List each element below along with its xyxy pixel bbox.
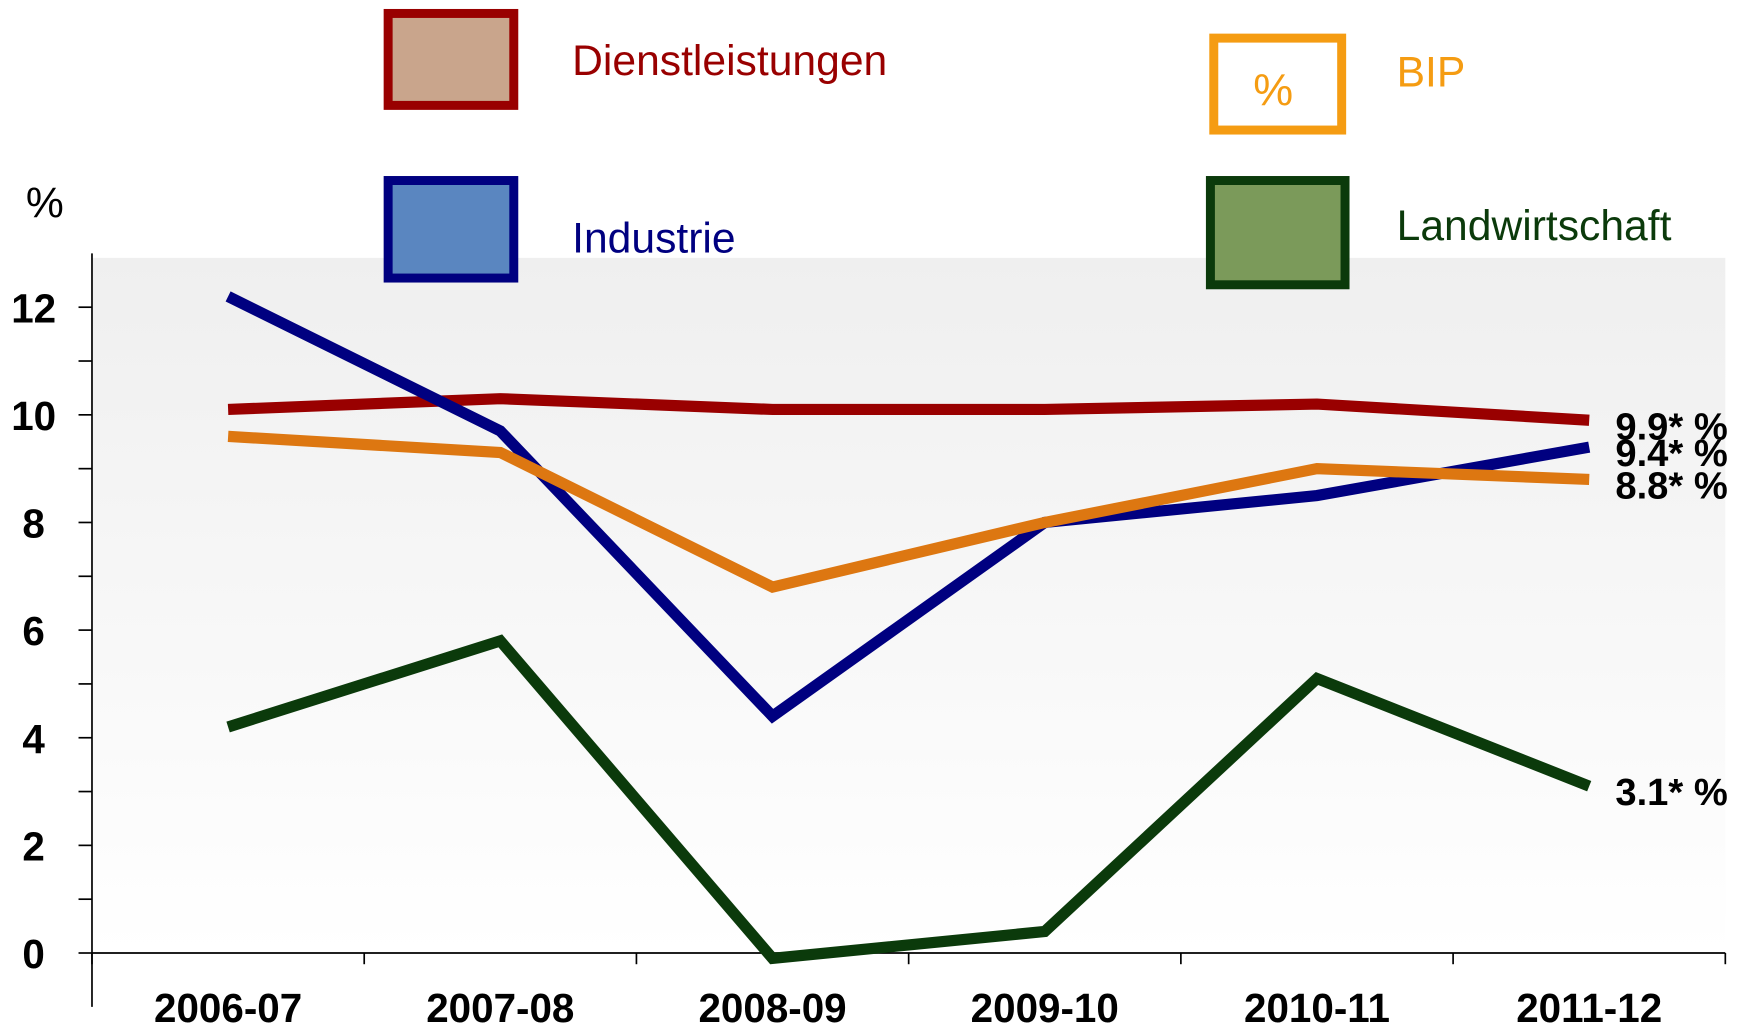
x-tick-label: 2006-07 xyxy=(154,985,302,1027)
legend-label: Industrie xyxy=(572,214,735,262)
y-tick-label: 6 xyxy=(22,608,44,654)
legend-label: BIP xyxy=(1397,48,1466,96)
value-label: 8.8* % xyxy=(1615,464,1727,507)
x-tick-label: 2010-11 xyxy=(1244,985,1390,1027)
y-tick-label: 8 xyxy=(22,501,44,547)
legend-label: Landwirtschaft xyxy=(1397,202,1672,250)
chart: % 0 2 4 6 8 10 12 2006-07 2007-08 2008-09 2009-10 2… xyxy=(0,0,1750,1027)
value-label: 3.1* % xyxy=(1615,771,1727,814)
y-tick-label: 0 xyxy=(22,931,44,977)
x-tick-label: 2007-08 xyxy=(426,985,574,1027)
legend-icon xyxy=(1210,181,1345,285)
x-tick-label: 2009-10 xyxy=(971,985,1119,1027)
y-tick-label: 12 xyxy=(11,285,56,331)
legend-icon xyxy=(388,13,514,105)
y-tick-label: 10 xyxy=(11,393,56,439)
plot-background xyxy=(92,258,1725,953)
page: {"chart_data": {"type": "line", "y_label… xyxy=(0,0,1750,1027)
legend-label: Dienstleistungen xyxy=(572,37,887,85)
legend-icon xyxy=(388,181,514,279)
x-tick-label: 2011-12 xyxy=(1516,985,1662,1027)
x-tick-label: 2008-09 xyxy=(698,985,846,1027)
y-tick-label: 2 xyxy=(22,824,44,870)
y-tick-label: 4 xyxy=(22,716,45,762)
y-axis-label: % xyxy=(26,180,64,228)
legend-icon-label: % xyxy=(1253,64,1293,115)
